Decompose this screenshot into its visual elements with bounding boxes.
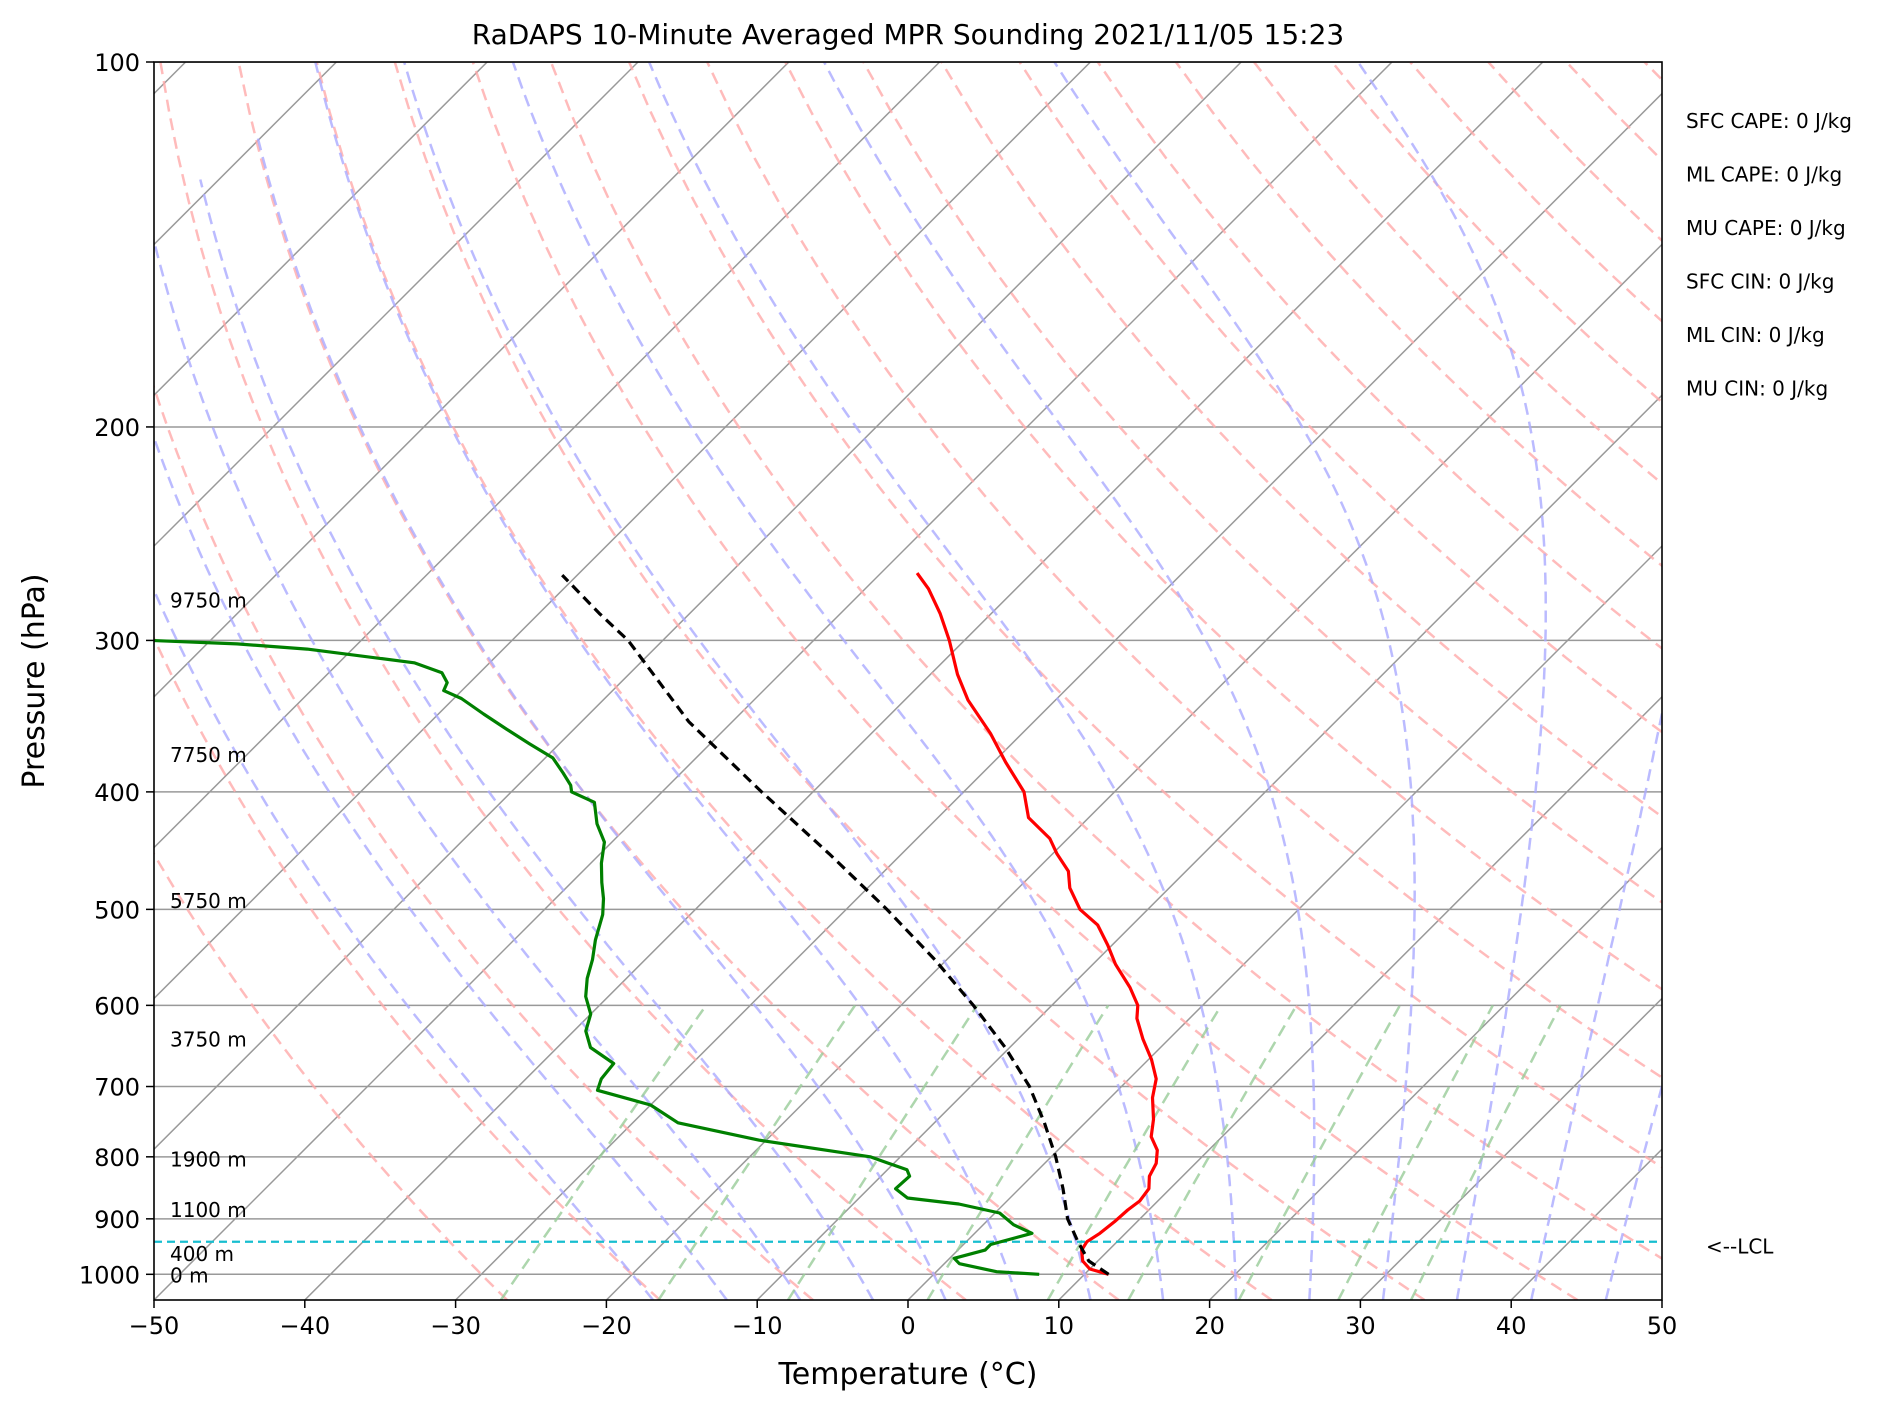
index-label: ML CAPE: 0 J/kg [1686,163,1842,187]
mixing-ratio-line [1237,1004,1401,1300]
y-tick-label: 900 [94,1206,140,1234]
dry-adiabat-line [549,62,1662,1261]
index-label: MU CAPE: 0 J/kg [1686,216,1846,240]
mixing-ratio-line [1046,1004,1223,1300]
mixing-ratio-line [926,1004,1110,1300]
parcel-profile-line [561,573,1110,1276]
temperature-line [915,572,1159,1276]
y-tick-label: 500 [94,896,140,924]
index-label: SFC CIN: 0 J/kg [1686,270,1834,294]
isotherm-line [1209,846,1662,1300]
x-tick-label: 0 [900,1312,915,1340]
y-tick-label: 800 [94,1144,140,1172]
moist-adiabat-line [154,238,802,1300]
background-grid [154,62,1662,1300]
isotherm-line [154,62,639,548]
height-label: 1100 m [170,1198,247,1222]
y-tick-label: 100 [94,49,140,77]
dry-adiabat-line [315,62,1273,1300]
moist-adiabat-line [255,135,947,1300]
x-tick-label: 20 [1194,1312,1225,1340]
y-tick-label: 700 [94,1074,140,1102]
x-tick-label: 40 [1496,1312,1527,1340]
y-tick-label: 200 [94,414,140,442]
moist-adiabat-line [511,62,1165,1300]
isotherm-line [455,92,1662,1300]
y-tick-label: 400 [94,779,140,807]
height-label: 0 m [170,1263,209,1287]
mixing-ratio-line [657,1004,857,1300]
mixing-ratio-line [1337,1004,1494,1300]
isotherm-line [1058,695,1662,1300]
dry-adiabat-line [154,635,661,1300]
moist-adiabat-line [154,434,728,1300]
mixing-ratio-line [786,1004,979,1300]
dry-adiabat-line [237,62,1120,1300]
annotation-labels: 9750 m 7750 m 5750 m 3750 m 1900 m 1100 m 400 … [170,109,1852,1287]
moist-adiabat-line [1356,62,1547,1300]
isotherm-line [154,62,941,849]
moist-adiabat-line [647,62,1238,1300]
dry-adiabat-line [154,851,508,1300]
y-tick-label: 600 [94,992,140,1020]
lcl-label: <--LCL [1706,1235,1774,1259]
dry-adiabat-line [706,62,1662,1080]
isotherm-line [154,62,1091,1000]
index-label: ML CIN: 0 J/kg [1686,323,1825,347]
dry-adiabat-line [784,62,1662,991]
index-label: MU CIN: 0 J/kg [1686,377,1828,401]
mixing-ratio-line [1409,1004,1562,1300]
dry-adiabat-line [159,62,967,1300]
mixing-ratio-line [1127,1004,1298,1300]
isotherm-line [154,62,488,397]
moist-adiabat-line [314,62,1020,1300]
height-label: 400 m [170,1242,234,1266]
axes: −50 −40 −30 −20 −10 0 10 20 30 40 50 100 200 300 400 50… [79,49,1677,1340]
dry-adiabat-line [471,62,1579,1300]
x-tick-label: −30 [430,1312,481,1340]
isotherm-line [1359,997,1662,1300]
isotherm-line [154,62,1393,1300]
x-tick-label: −10 [732,1312,783,1340]
moist-adiabat-line [1529,706,1662,1300]
height-label: 9750 m [170,588,247,612]
y-tick-label: 1000 [79,1261,140,1289]
height-label: 5750 m [170,889,247,913]
chart-title: RaDAPS 10-Minute Averaged MPR Sounding 2… [472,18,1344,51]
x-tick-label: 30 [1345,1312,1376,1340]
dry-adiabat-line [154,383,814,1300]
mixing-ratio-line [499,1004,708,1300]
x-tick-label: 50 [1647,1312,1678,1340]
moist-adiabat-line [822,62,1316,1300]
isotherm-line [154,62,790,698]
moist-adiabat-line [199,179,875,1300]
isotherm-line [907,544,1662,1300]
dry-adiabat-line [393,62,1426,1300]
moist-adiabat-line [403,62,1092,1300]
x-tick-label: −20 [581,1312,632,1340]
dry-adiabat-line [1018,62,1662,734]
height-label: 7750 m [170,743,247,767]
y-tick-label: 300 [94,627,140,655]
dewpoint-line [154,638,1040,1276]
y-axis-label: Pressure (hPa) [17,573,52,788]
height-label: 1900 m [170,1147,247,1171]
x-tick-label: 10 [1044,1312,1075,1340]
height-label: 3750 m [170,1027,247,1051]
index-label: SFC CAPE: 0 J/kg [1686,109,1852,133]
isotherm-line [154,62,1242,1151]
x-tick-label: −40 [279,1312,330,1340]
x-tick-label: −50 [129,1312,180,1340]
x-axis-label: Temperature (°C) [778,1357,1038,1392]
isotherm-line [304,62,1544,1300]
sounding-traces [154,572,1662,1276]
dry-adiabat-line [627,62,1662,1169]
moist-adiabat-line [1053,62,1416,1300]
dry-adiabat-line [1096,62,1662,651]
moist-adiabat-line [154,587,654,1300]
